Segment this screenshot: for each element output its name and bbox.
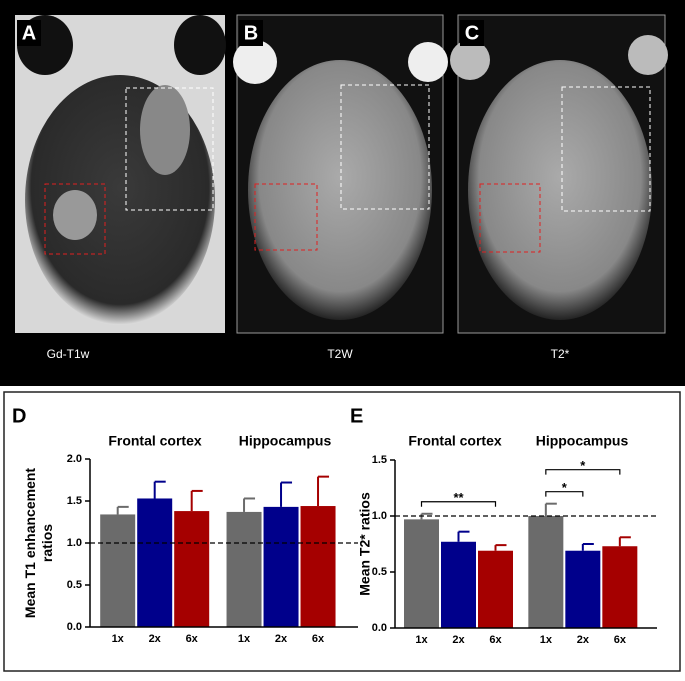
x-tick-label: 6x — [312, 633, 325, 645]
x-tick-label: 6x — [614, 634, 627, 646]
panel-caption: T2* — [551, 347, 570, 361]
significance-bracket — [420, 501, 497, 507]
y-axis-label: Mean T2* ratios — [357, 492, 373, 596]
significance-bracket — [545, 491, 584, 497]
panel-label: E — [350, 405, 363, 427]
panel-label-bg — [239, 20, 263, 46]
y-tick-label: 1.5 — [372, 454, 387, 466]
bar — [565, 550, 601, 628]
y-tick-label: 0.5 — [67, 579, 82, 591]
y-tick-label: 0.0 — [67, 621, 82, 633]
y-axis-label: Mean T1 enhancement — [22, 468, 38, 618]
bar — [300, 506, 336, 627]
x-tick-label: 2x — [577, 634, 590, 646]
panel-label: D — [12, 405, 26, 427]
y-axis-label: ratios — [39, 524, 55, 562]
x-tick-label: 6x — [489, 634, 502, 646]
group-label: Frontal cortex — [108, 433, 202, 449]
panel-label: B — [244, 22, 258, 44]
significance-bracket — [545, 469, 621, 475]
bar — [404, 519, 439, 628]
mri-b — [233, 14, 448, 334]
bar — [441, 541, 476, 628]
bar — [528, 516, 564, 628]
panel-caption: Gd-T1w — [47, 347, 90, 361]
x-tick-label: 2x — [149, 633, 162, 645]
significance-label: * — [580, 458, 586, 473]
mri-a — [15, 15, 226, 333]
bar — [226, 511, 262, 627]
mri-c — [450, 14, 668, 334]
group-label: Hippocampus — [239, 433, 332, 449]
x-tick-label: 2x — [275, 633, 288, 645]
panel-label: A — [22, 22, 36, 44]
y-tick-label: 0.5 — [372, 566, 387, 578]
panel-label: C — [465, 22, 479, 44]
panel-caption: T2W — [327, 347, 353, 361]
x-tick-label: 1x — [112, 633, 125, 645]
y-tick-label: 0.0 — [372, 622, 387, 634]
bar — [263, 506, 299, 627]
panel-label-bg — [17, 20, 41, 46]
panel-label-bg — [460, 20, 484, 46]
x-tick-label: 2x — [452, 634, 465, 646]
x-tick-label: 1x — [540, 634, 553, 646]
y-tick-label: 1.0 — [67, 537, 82, 549]
group-label: Frontal cortex — [408, 433, 502, 449]
x-tick-label: 6x — [186, 633, 199, 645]
bar — [602, 546, 638, 628]
y-tick-label: 2.0 — [67, 453, 82, 465]
bar — [100, 514, 136, 627]
x-tick-label: 1x — [415, 634, 428, 646]
group-label: Hippocampus — [536, 433, 629, 449]
x-tick-label: 1x — [238, 633, 251, 645]
significance-label: * — [562, 480, 568, 495]
bar — [137, 498, 173, 627]
y-tick-label: 1.5 — [67, 495, 82, 507]
bar — [478, 550, 513, 628]
significance-label: ** — [453, 490, 464, 505]
y-tick-label: 1.0 — [372, 510, 387, 522]
bar — [174, 511, 210, 627]
